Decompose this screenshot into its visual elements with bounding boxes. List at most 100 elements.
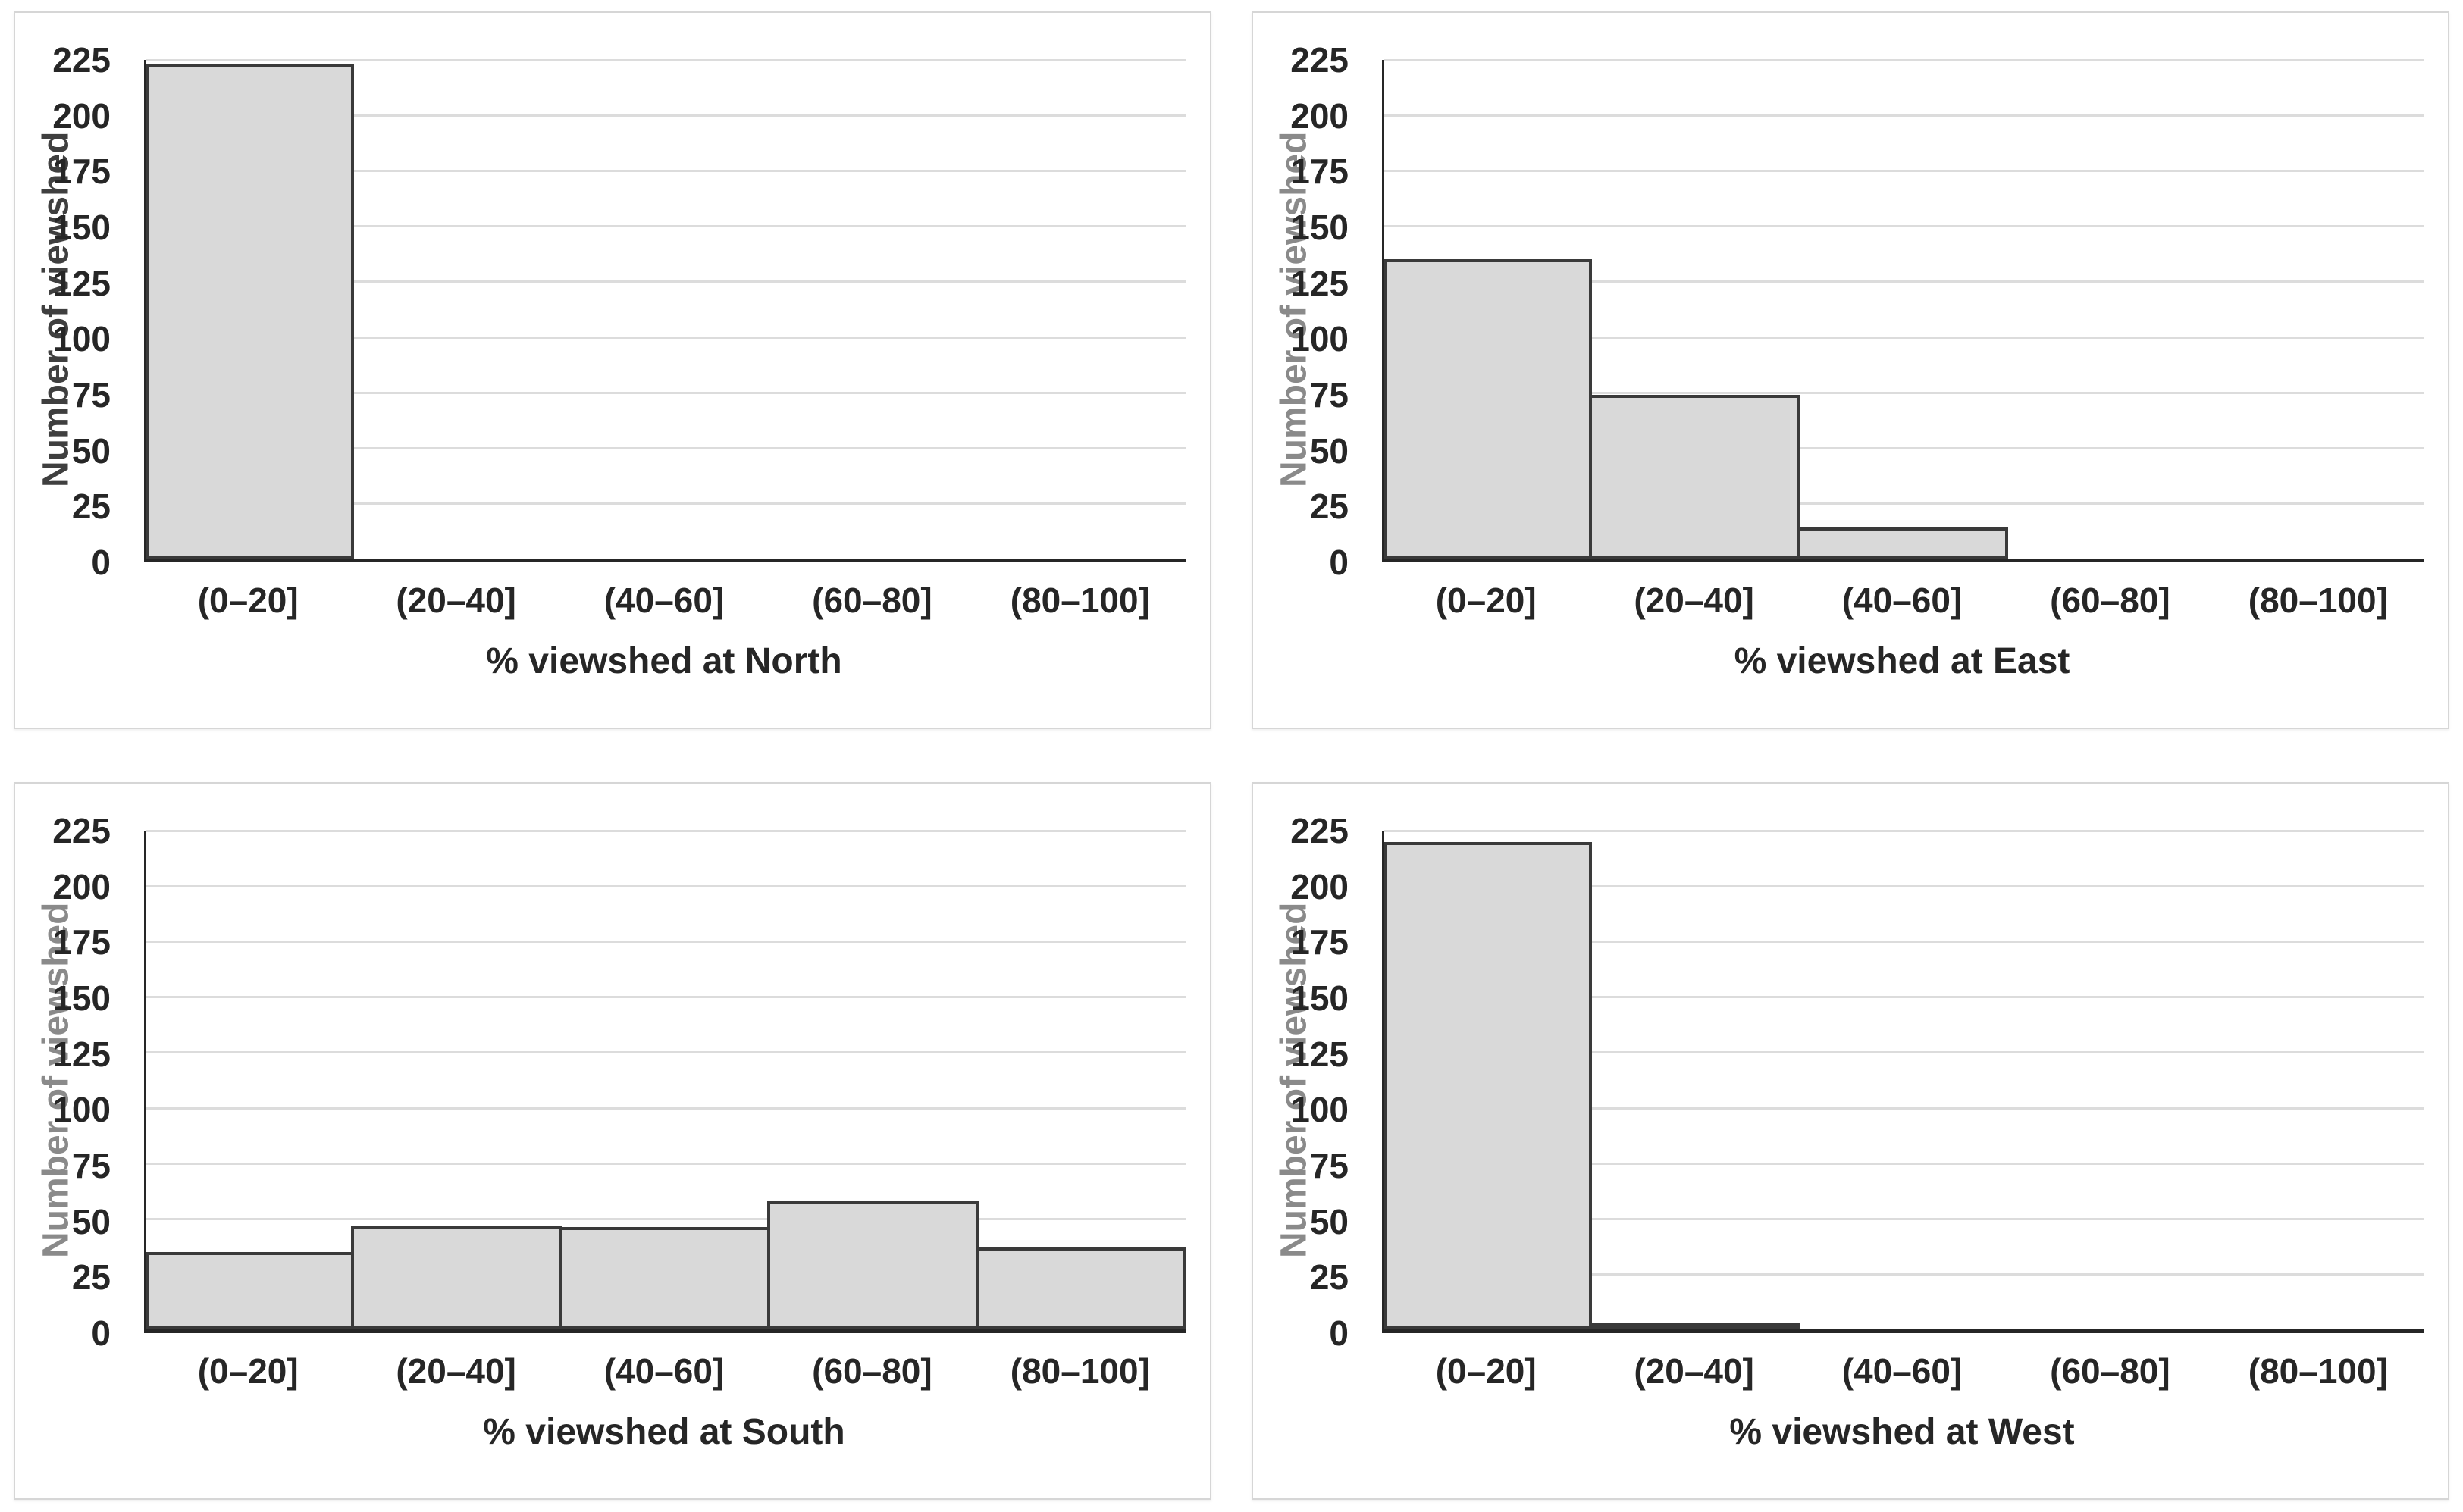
histogram-bar: [146, 1251, 355, 1329]
x-tick-label: (60–80]: [2050, 581, 2170, 620]
gridline: [1384, 941, 2424, 944]
gridline: [146, 502, 1186, 505]
y-tick-label: 200: [52, 866, 111, 906]
gridline: [1384, 1162, 2424, 1165]
gridline: [146, 446, 1186, 449]
x-tick-label: (0–20]: [197, 1351, 299, 1391]
y-tick-label: 125: [1290, 263, 1349, 303]
gridline: [1384, 336, 2424, 339]
y-tick-label: 25: [1309, 1257, 1349, 1298]
y-tick-label: 125: [52, 1034, 111, 1074]
y-tick-label: 75: [1309, 1146, 1349, 1185]
x-tick-label: (80–100]: [2248, 581, 2388, 620]
x-tick-label: (60–80]: [812, 1351, 932, 1391]
y-tick-label: 175: [1290, 922, 1349, 963]
y-tick-label: 125: [52, 263, 111, 303]
y-tick-label: 150: [1290, 208, 1349, 247]
y-tick-label: 100: [52, 319, 111, 359]
histogram-bar: [146, 64, 355, 559]
y-tick-label: 50: [1309, 430, 1349, 471]
gridline: [146, 996, 1186, 999]
histogram-bar: [1797, 527, 2009, 559]
x-tick-label: (40–60]: [1841, 1351, 1963, 1391]
x-tick-label: (0–20]: [1435, 1351, 1537, 1391]
gridline: [146, 170, 1186, 173]
histogram-bar: [767, 1201, 979, 1329]
plot-area: [144, 830, 1186, 1333]
gridline: [1384, 996, 2424, 999]
y-tick-label: 75: [71, 1146, 111, 1185]
gridline: [146, 1051, 1186, 1054]
gridline: [1384, 446, 2424, 449]
x-tick-label: (0–20]: [197, 581, 299, 620]
gridline: [1384, 225, 2424, 228]
y-tick-label: 150: [52, 978, 111, 1018]
y-tick-label: 25: [71, 1257, 111, 1298]
chart-panel-west: Number of viewshed 0 25 50 75 100 125 150 175 20…: [1252, 782, 2449, 1500]
x-axis-title: % viewshed at North: [486, 641, 842, 681]
y-tick-label: 100: [1290, 1090, 1349, 1130]
gridline: [146, 830, 1186, 832]
x-axis-category-labels: (0–20] (20–40] (40–60] (60–80] (80–100]: [144, 1342, 1184, 1400]
x-tick-label: (20–40]: [396, 581, 516, 620]
histogram-bar: [1589, 1323, 1800, 1329]
gridline: [146, 225, 1186, 228]
y-tick-label: 50: [71, 1201, 111, 1241]
y-tick-label: 150: [52, 208, 111, 247]
y-axis-ticks: 0 25 50 75 100 125 150 175 200 225: [1253, 40, 1365, 582]
x-tick-label: (60–80]: [812, 581, 932, 620]
y-tick-label: 0: [1329, 543, 1349, 582]
y-tick-label: 225: [52, 811, 111, 850]
y-tick-label: 50: [71, 430, 111, 471]
y-tick-label: 225: [52, 40, 111, 80]
y-tick-label: 150: [1290, 978, 1349, 1018]
gridline: [1384, 280, 2424, 283]
gridline: [146, 1107, 1186, 1110]
histogram-bar: [559, 1227, 771, 1329]
x-tick-label: (20–40]: [1634, 1351, 1754, 1391]
x-tick-label: (60–80]: [2050, 1351, 2170, 1391]
gridline: [146, 59, 1186, 61]
y-tick-label: 0: [1329, 1313, 1349, 1353]
x-axis-category-labels: (0–20] (20–40] (40–60] (60–80] (80–100]: [1382, 571, 2422, 629]
histogram-bar: [1384, 259, 1593, 559]
y-tick-label: 200: [52, 95, 111, 136]
y-tick-label: 75: [1309, 375, 1349, 415]
chart-panel-south: Number of viewshed 0 25 50 75 100 125 150 175 20…: [14, 782, 1211, 1500]
gridline: [1384, 1107, 2424, 1110]
y-tick-label: 25: [1309, 487, 1349, 527]
x-axis-category-labels: (0–20] (20–40] (40–60] (60–80] (80–100]: [1382, 1342, 2422, 1400]
y-tick-label: 25: [71, 487, 111, 527]
y-tick-label: 0: [91, 543, 111, 582]
chart-panel-east: Number of viewshed 0 25 50 75 100 125 150 175 20…: [1252, 11, 2449, 729]
gridline: [1384, 170, 2424, 173]
y-tick-label: 125: [1290, 1034, 1349, 1074]
x-tick-label: (80–100]: [1010, 1351, 1150, 1391]
gridline: [146, 1162, 1186, 1165]
y-tick-label: 200: [1290, 95, 1349, 136]
y-axis-ticks: 0 25 50 75 100 125 150 175 200 225: [1253, 811, 1365, 1353]
gridline: [1384, 1051, 2424, 1054]
y-tick-label: 50: [1309, 1201, 1349, 1241]
y-tick-label: 175: [1290, 152, 1349, 192]
gridline: [1384, 114, 2424, 117]
x-axis-category-labels: (0–20] (20–40] (40–60] (60–80] (80–100]: [144, 571, 1184, 629]
x-tick-label: (0–20]: [1435, 581, 1537, 620]
histogram-bar: [975, 1247, 1186, 1329]
gridline: [146, 114, 1186, 117]
x-axis-title: % viewshed at East: [1734, 641, 2070, 681]
gridline: [146, 391, 1186, 394]
histogram-bar: [351, 1225, 562, 1329]
y-tick-label: 175: [52, 922, 111, 963]
gridline: [1384, 1217, 2424, 1220]
x-axis-title: % viewshed at South: [483, 1412, 845, 1452]
histogram-bar: [1589, 394, 1800, 559]
x-tick-label: (40–60]: [603, 581, 725, 620]
y-axis-ticks: 0 25 50 75 100 125 150 175 200 225: [15, 40, 127, 582]
plot-area: [144, 59, 1186, 562]
gridline: [1384, 391, 2424, 394]
y-tick-label: 225: [1290, 811, 1349, 850]
y-tick-label: 175: [52, 152, 111, 192]
gridline: [1384, 502, 2424, 505]
